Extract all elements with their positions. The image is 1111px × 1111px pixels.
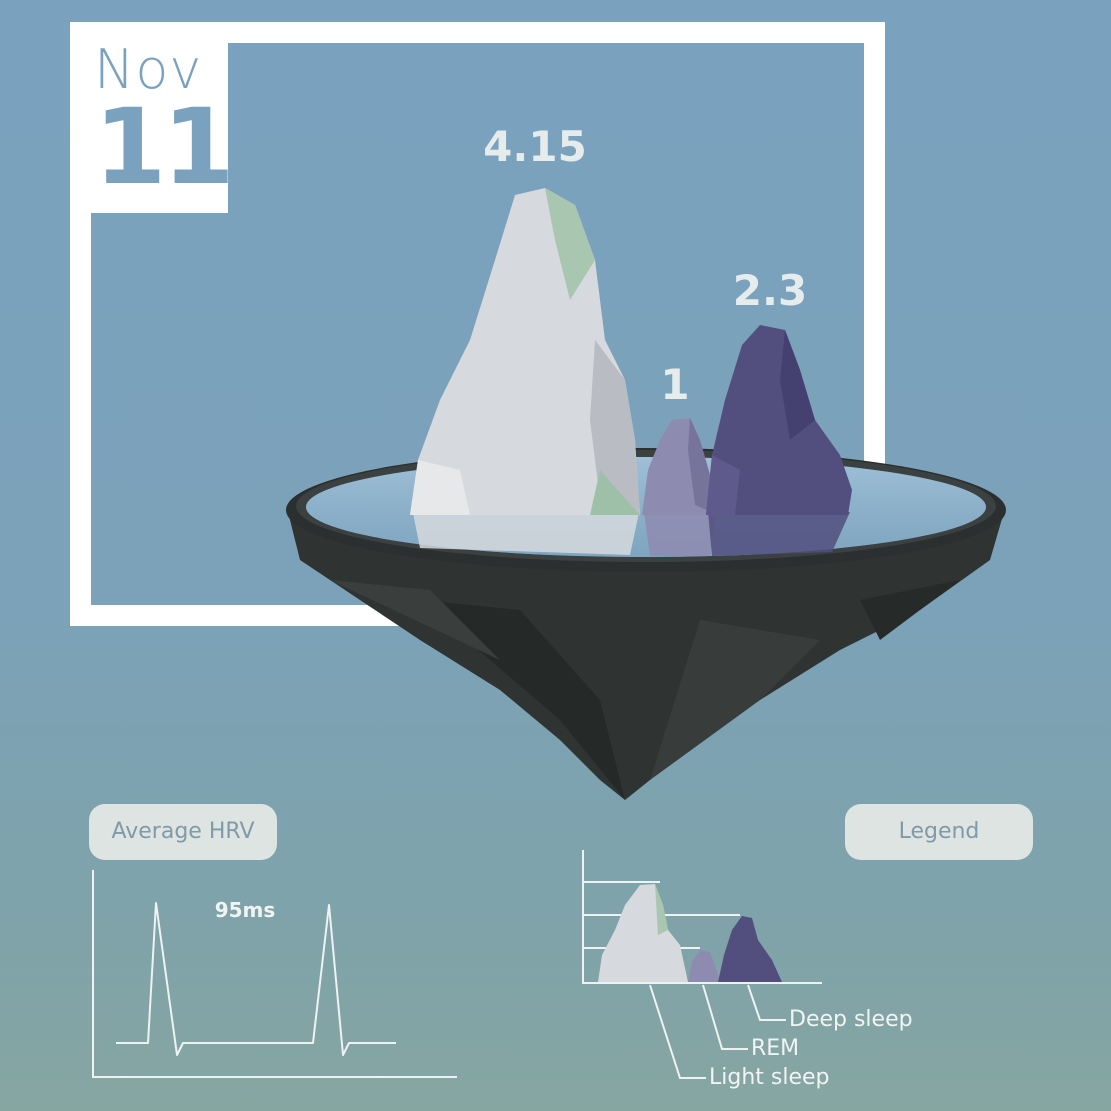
date-month: Nov (94, 38, 203, 101)
deep-sleep-value: 2.3 (732, 266, 808, 315)
island-rock (288, 512, 1004, 800)
date-tab (70, 22, 228, 213)
rem-peak (642, 418, 718, 515)
legend-item-deep-sleep: Deep sleep (789, 1007, 913, 1032)
deep-sleep-peak (706, 325, 852, 515)
rem-value: 1 (660, 360, 690, 409)
light-sleep-peak (410, 188, 640, 515)
legend-rem-mini-peak (688, 950, 720, 982)
legend-deep-sleep-mini-peak (718, 916, 782, 982)
legend-item-light-sleep: Light sleep (709, 1065, 830, 1090)
hrv-waveform-line (116, 902, 396, 1056)
legend-light-sleep-mini-peak (598, 884, 688, 982)
legend-item-rem: REM (751, 1036, 800, 1061)
legend-pill: Legend (845, 804, 1033, 860)
hrv-value: 95ms (214, 898, 276, 922)
light-sleep-value: 4.15 (483, 122, 587, 171)
average-hrv-pill: Average HRV (89, 804, 277, 860)
date-day: 11 (94, 86, 235, 208)
floating-island-illustration (286, 188, 1006, 800)
legend-grid (582, 850, 822, 984)
